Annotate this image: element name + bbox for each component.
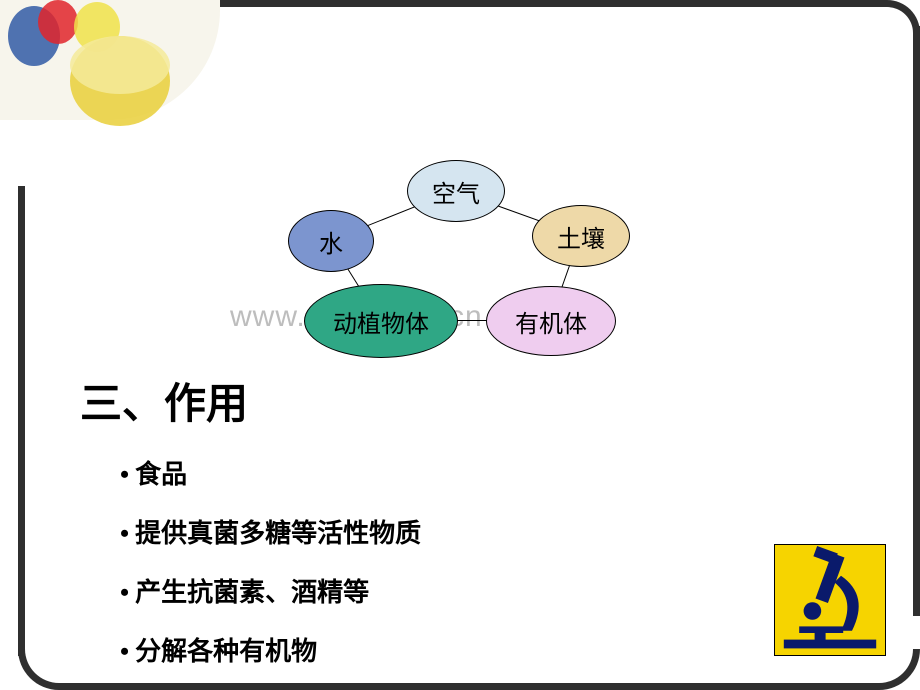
diagram-node-label: 水	[319, 224, 343, 259]
bullet-list: 食品提供真菌多糖等活性物质产生抗菌素、酒精等分解各种有机物	[80, 454, 421, 690]
frame-right	[913, 26, 920, 616]
diagram-node-air: 空气	[407, 160, 505, 222]
diagram-node-organism: 有机体	[486, 286, 616, 356]
flask-shape	[38, 0, 78, 44]
diagram-node-water: 水	[288, 210, 374, 272]
concept-network-diagram: 空气土壤 水有机体 动植物体	[260, 155, 680, 385]
bullet-item: 提供真菌多糖等活性物质	[120, 513, 421, 550]
diagram-node-label: 有机体	[515, 304, 587, 339]
frame-left	[18, 186, 25, 656]
microscope-icon	[774, 544, 886, 656]
section-title: 三、作用	[80, 370, 248, 431]
frame-top	[133, 0, 920, 33]
slide: www.zixin.com.cn 空气土壤水有机体动植物体 三、作用 食品提供真…	[0, 0, 920, 690]
corner-decorative-photo	[0, 0, 220, 140]
diagram-node-biota: 动植物体	[304, 284, 458, 358]
diagram-node-label: 动植物体	[333, 304, 429, 339]
bullet-item: 食品	[120, 454, 421, 491]
diagram-node-soil: 土壤	[532, 205, 630, 267]
bullet-item: 分解各种有机物	[120, 631, 421, 668]
diagram-node-label: 土壤	[557, 219, 605, 254]
bullet-item: 产生抗菌素、酒精等	[120, 572, 421, 609]
diagram-node-label: 空气	[432, 174, 480, 209]
flask-shape	[70, 36, 170, 94]
